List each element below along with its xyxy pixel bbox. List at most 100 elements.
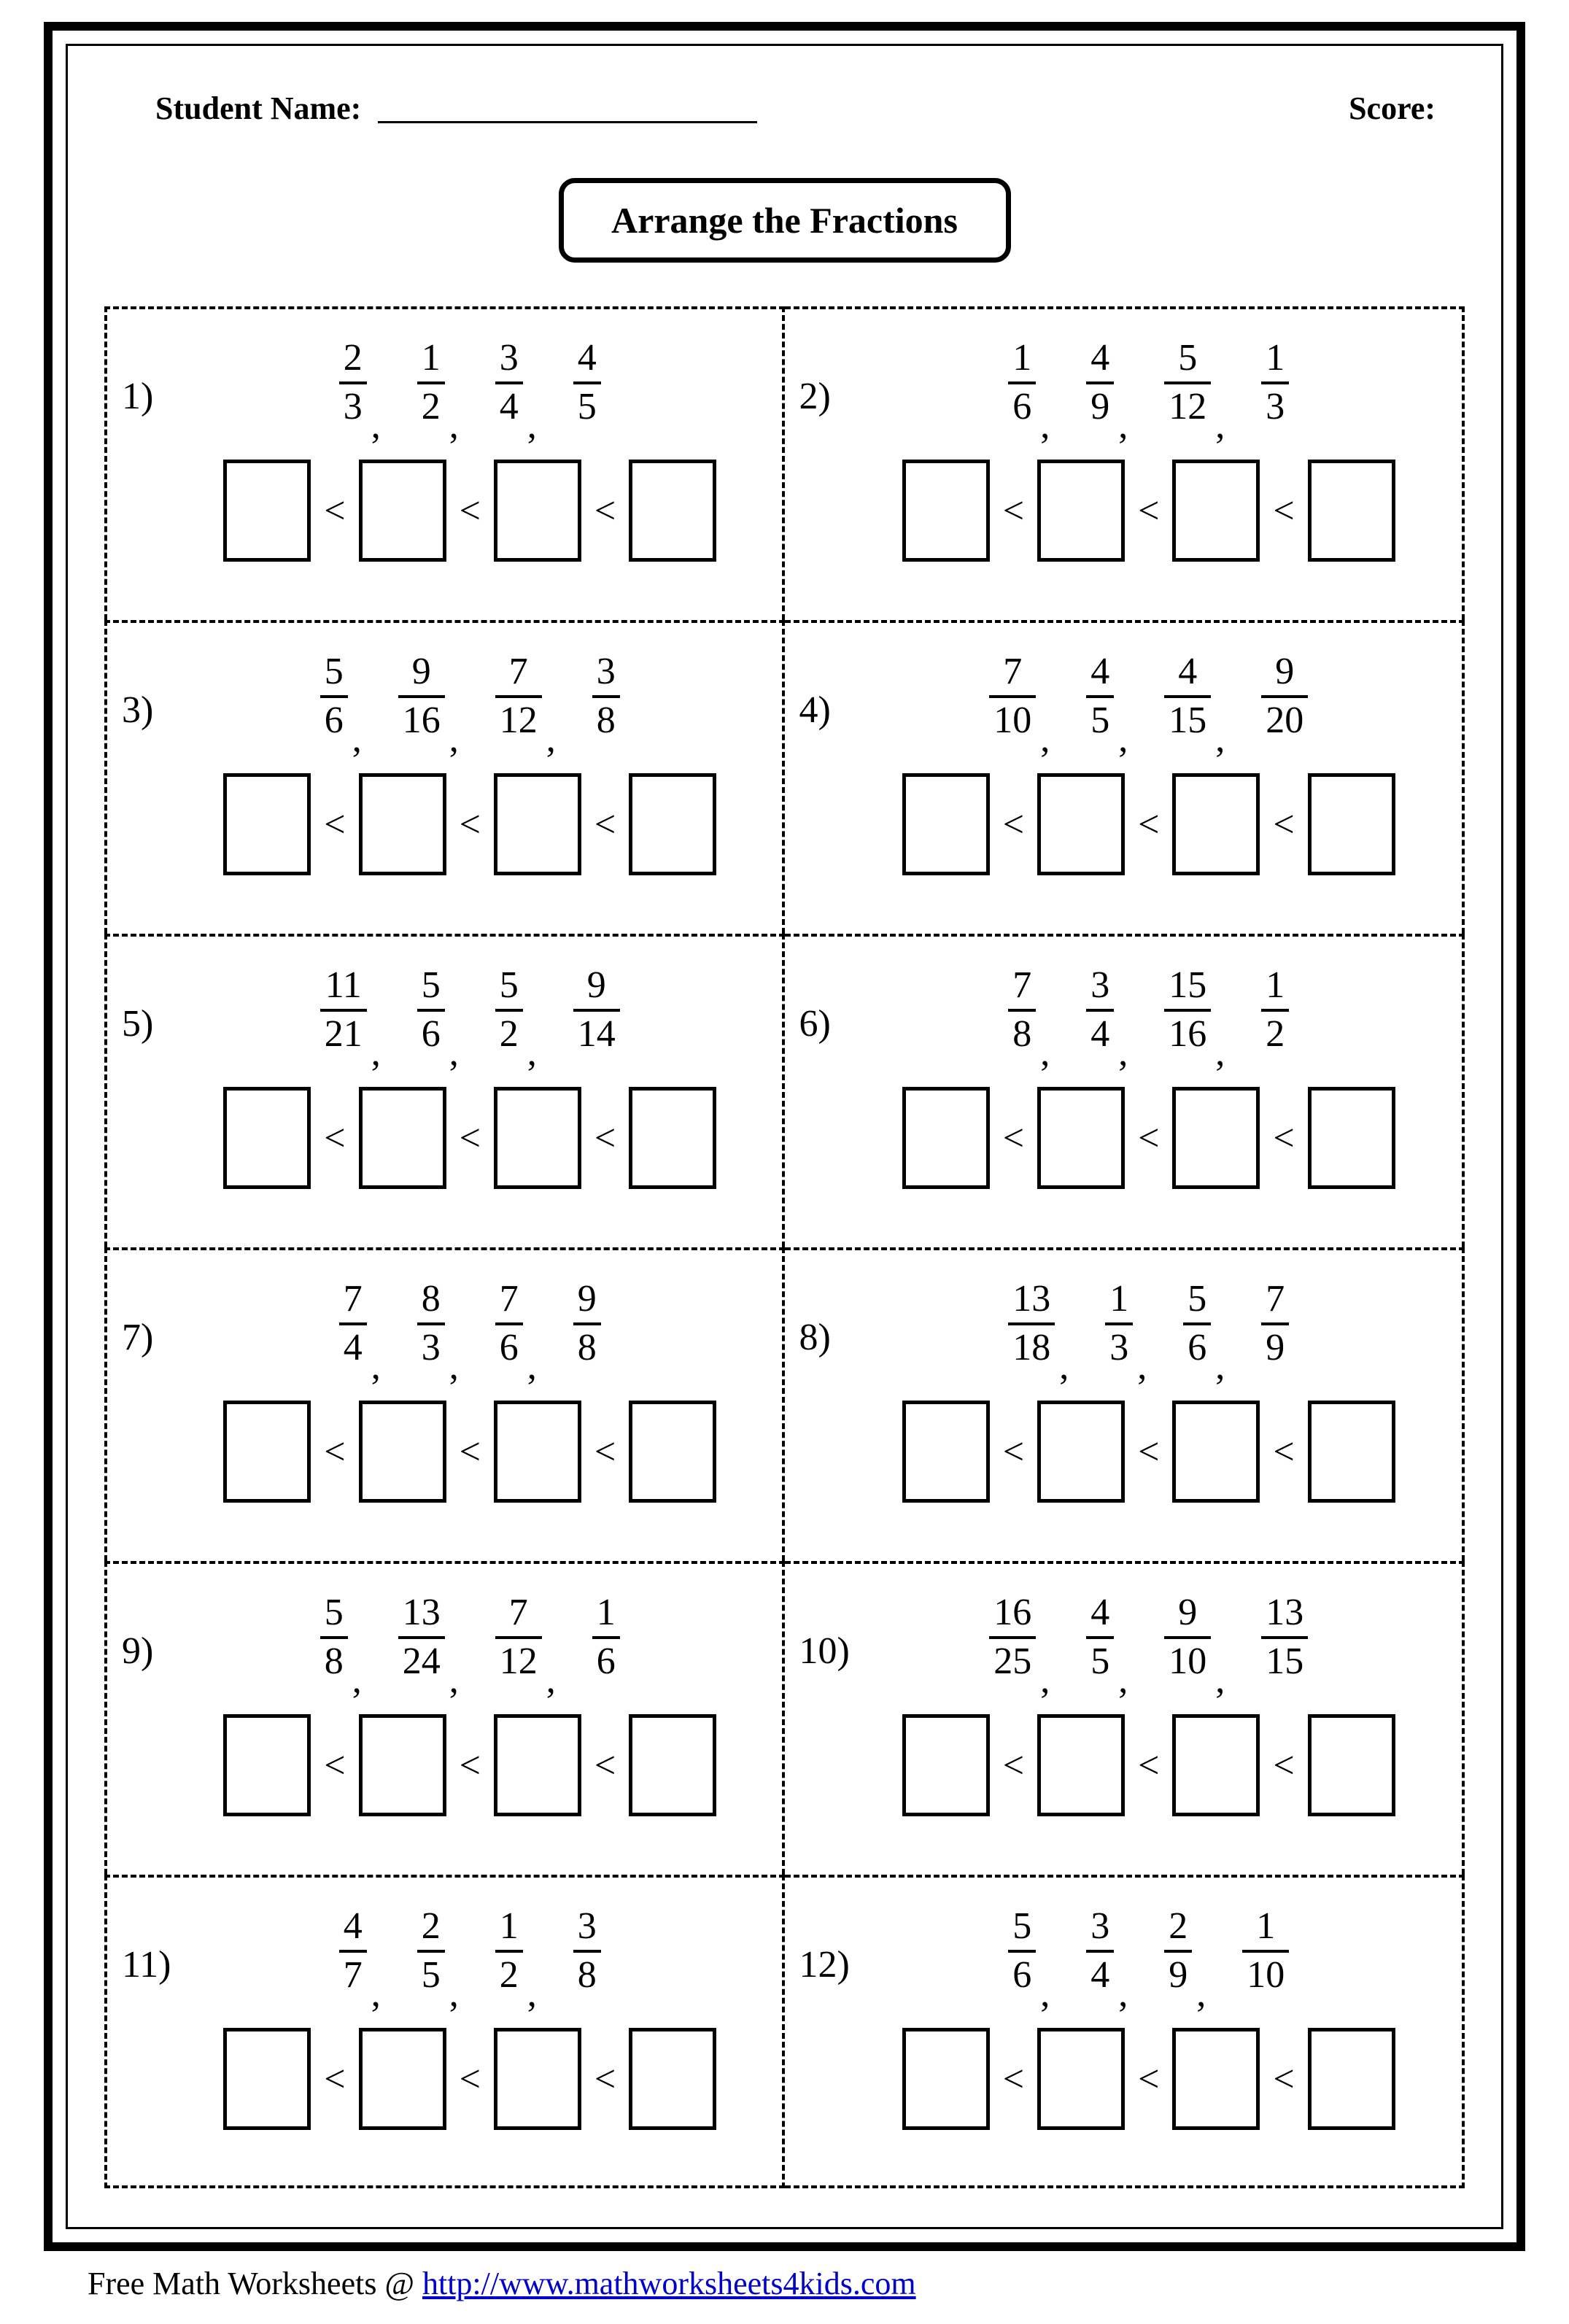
comma: , xyxy=(352,1659,362,1702)
answer-box[interactable] xyxy=(359,2028,446,2130)
fraction: 74, xyxy=(339,1279,381,1368)
answer-box[interactable] xyxy=(1172,773,1260,875)
fraction-numerator: 16 xyxy=(989,1593,1036,1636)
answer-box[interactable] xyxy=(1172,460,1260,562)
fraction: 52, xyxy=(495,966,537,1054)
fraction: 23, xyxy=(339,338,381,427)
answer-box[interactable] xyxy=(223,2028,311,2130)
comma: , xyxy=(527,1972,537,2015)
answer-box[interactable] xyxy=(1308,1087,1395,1189)
answer-box[interactable] xyxy=(494,773,581,875)
student-name-blank[interactable] xyxy=(378,121,757,123)
question-number: 1) xyxy=(122,375,153,418)
answer-box[interactable] xyxy=(1037,1087,1125,1189)
answer-box[interactable] xyxy=(1172,1087,1260,1189)
answer-box[interactable] xyxy=(1308,2028,1395,2130)
comma: , xyxy=(449,1972,459,2015)
fraction-numerator: 9 xyxy=(583,966,611,1009)
fraction-denominator: 4 xyxy=(1086,1950,1114,1996)
fractions-row: 58,1324,712,16 xyxy=(173,1593,767,1681)
less-than-symbol: < xyxy=(1003,1744,1024,1787)
comma: , xyxy=(1040,404,1050,447)
question-number: 2) xyxy=(799,375,831,418)
fractions-row: 1318,13,56,79 xyxy=(851,1279,1448,1368)
answer-box[interactable] xyxy=(359,1087,446,1189)
answer-box[interactable] xyxy=(629,1087,716,1189)
fraction: 920 xyxy=(1261,652,1308,740)
answer-box[interactable] xyxy=(359,1714,446,1816)
answer-box[interactable] xyxy=(902,773,990,875)
answer-box[interactable] xyxy=(629,773,716,875)
answer-box[interactable] xyxy=(1308,773,1395,875)
answer-box[interactable] xyxy=(223,1087,311,1189)
answer-box[interactable] xyxy=(359,773,446,875)
problem-cell: 5)1121,56,52,914<<< xyxy=(104,934,785,1247)
fraction-denominator: 25 xyxy=(989,1636,1036,1682)
answer-box[interactable] xyxy=(1308,1401,1395,1503)
question-number: 7) xyxy=(122,1316,153,1359)
answer-box[interactable] xyxy=(359,460,446,562)
fraction-numerator: 7 xyxy=(1261,1279,1289,1322)
answer-box[interactable] xyxy=(494,1087,581,1189)
less-than-symbol: < xyxy=(1138,1117,1159,1160)
answer-box[interactable] xyxy=(1172,2028,1260,2130)
answer-box[interactable] xyxy=(1172,1714,1260,1816)
comma: , xyxy=(527,1031,537,1074)
comma: , xyxy=(1118,1659,1128,1702)
answer-box[interactable] xyxy=(629,1401,716,1503)
comma: , xyxy=(1118,718,1128,761)
problem-cell: 3)56,916,712,38<<< xyxy=(104,620,785,934)
answer-box[interactable] xyxy=(902,1401,990,1503)
answer-box[interactable] xyxy=(223,1714,311,1816)
answer-box[interactable] xyxy=(902,1714,990,1816)
answer-box[interactable] xyxy=(494,1714,581,1816)
less-than-symbol: < xyxy=(460,1117,481,1160)
answer-box[interactable] xyxy=(629,2028,716,2130)
comma: , xyxy=(449,404,459,447)
answer-boxes-row: <<< xyxy=(173,460,767,562)
answer-box[interactable] xyxy=(1308,460,1395,562)
answer-box[interactable] xyxy=(902,460,990,562)
fraction-numerator: 3 xyxy=(573,1907,601,1950)
fraction-numerator: 5 xyxy=(320,652,348,695)
answer-box[interactable] xyxy=(629,1714,716,1816)
answer-box[interactable] xyxy=(1037,460,1125,562)
answer-box[interactable] xyxy=(494,460,581,562)
fraction-numerator: 3 xyxy=(1086,966,1114,1009)
answer-box[interactable] xyxy=(494,2028,581,2130)
footer-link[interactable]: http://www.mathworksheets4kids.com xyxy=(422,2266,916,2301)
answer-box[interactable] xyxy=(1172,1401,1260,1503)
comma: , xyxy=(371,1345,381,1388)
fraction-denominator: 5 xyxy=(1086,695,1114,741)
answer-box[interactable] xyxy=(1037,773,1125,875)
answer-box[interactable] xyxy=(223,460,311,562)
fraction-denominator: 12 xyxy=(1164,381,1211,427)
fraction-numerator: 5 xyxy=(1174,338,1201,381)
less-than-symbol: < xyxy=(324,1430,345,1473)
question-number: 11) xyxy=(122,1943,171,1986)
fractions-row: 1121,56,52,914 xyxy=(173,966,767,1054)
answer-box[interactable] xyxy=(902,1087,990,1189)
fraction-denominator: 10 xyxy=(1164,1636,1211,1682)
fraction-numerator: 1 xyxy=(495,1907,523,1950)
answer-box[interactable] xyxy=(1037,2028,1125,2130)
answer-box[interactable] xyxy=(223,773,311,875)
answer-box[interactable] xyxy=(494,1401,581,1503)
fraction: 78, xyxy=(1008,966,1050,1054)
fraction-numerator: 1 xyxy=(417,338,445,381)
answer-boxes-row: <<< xyxy=(851,1714,1448,1816)
answer-box[interactable] xyxy=(1037,1401,1125,1503)
fraction-denominator: 3 xyxy=(1261,381,1289,427)
answer-box[interactable] xyxy=(1308,1714,1395,1816)
fraction: 45 xyxy=(573,338,601,427)
fraction: 1324, xyxy=(398,1593,459,1681)
answer-box[interactable] xyxy=(359,1401,446,1503)
answer-box[interactable] xyxy=(629,460,716,562)
fraction: 914 xyxy=(573,966,620,1054)
answer-box[interactable] xyxy=(223,1401,311,1503)
comma: , xyxy=(1118,1031,1128,1074)
fraction-denominator: 10 xyxy=(1242,1950,1289,1996)
answer-box[interactable] xyxy=(1037,1714,1125,1816)
comma: , xyxy=(1196,1972,1206,2015)
answer-box[interactable] xyxy=(902,2028,990,2130)
